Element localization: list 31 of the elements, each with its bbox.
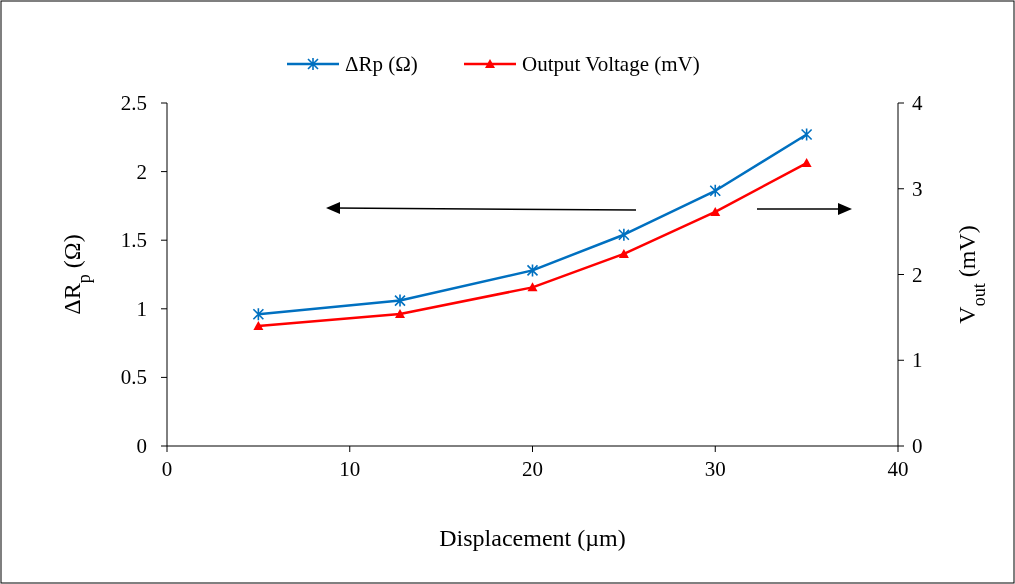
- point: [618, 248, 629, 258]
- legend-label: Output Voltage (mV): [522, 52, 700, 76]
- y-tick-label: 1: [136, 296, 147, 321]
- x-tick-label: 40: [887, 457, 909, 481]
- point: [526, 263, 539, 278]
- point: [709, 184, 722, 198]
- point: [618, 227, 630, 242]
- y-tick-label: 0: [136, 434, 147, 458]
- point: [394, 293, 406, 308]
- point: [801, 158, 812, 168]
- y-tick-label: 1.5: [120, 228, 147, 253]
- x-tick-label: 20: [522, 457, 543, 481]
- y2-tick-label: 0: [912, 434, 923, 458]
- point: [710, 206, 721, 216]
- point: [527, 282, 538, 292]
- y-tick-label: 2: [136, 159, 147, 184]
- y-tick-label: 2.5: [120, 91, 147, 115]
- y2-tick-label: 4: [912, 91, 923, 115]
- y2-tick-label: 2: [912, 262, 923, 287]
- x-tick-label: 0: [161, 457, 173, 481]
- legend-label: ΔRp (Ω): [345, 52, 418, 76]
- point: [395, 308, 406, 318]
- y2-tick-label: 1: [912, 348, 923, 373]
- x-axis-title: Displacement (µm): [439, 525, 626, 551]
- y-tick-label: 0.5: [120, 365, 147, 390]
- point: [253, 320, 264, 330]
- x-tick-label: 10: [339, 457, 361, 481]
- y2-tick-label: 3: [912, 176, 923, 201]
- x-tick-label: 30: [704, 457, 726, 481]
- point: [800, 127, 813, 142]
- point: [252, 307, 265, 322]
